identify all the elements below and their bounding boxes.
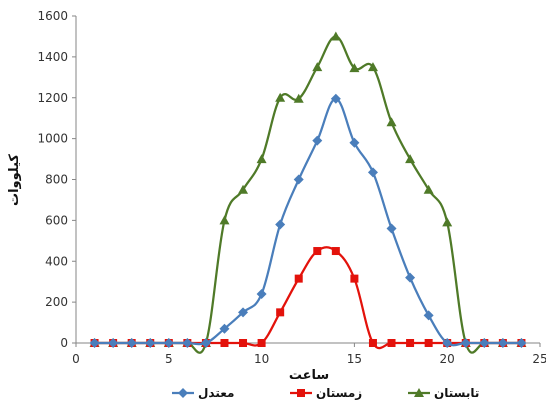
data-point (293, 174, 304, 185)
data-point (219, 215, 230, 225)
data-point (256, 154, 267, 164)
legend-item: معتدل (172, 386, 234, 400)
y-tick-label: 200 (45, 295, 68, 309)
data-point (497, 338, 508, 348)
data-point (275, 92, 286, 102)
data-point (405, 272, 416, 283)
data-point (423, 310, 434, 321)
series-3 (89, 93, 527, 348)
data-point (257, 339, 266, 347)
y-axis-ticks: 0 200 400 600 800 1000 1200 1400 1600 (37, 9, 76, 350)
legend-swatch-marker (297, 389, 305, 397)
series-group (89, 31, 527, 354)
y-tick-label: 1000 (37, 132, 68, 146)
data-point (349, 137, 360, 148)
data-point (276, 308, 285, 317)
series-2 (90, 246, 526, 350)
data-point (330, 93, 341, 104)
data-point (423, 184, 434, 194)
legend-item: تابستان (408, 386, 479, 400)
legend-swatch-marker (414, 388, 424, 397)
legend-item: زمستان (290, 386, 362, 400)
data-point (312, 62, 323, 72)
data-point (386, 223, 397, 234)
data-point (460, 338, 471, 348)
data-point (108, 338, 119, 348)
x-tick-label: 15 (347, 352, 362, 366)
x-axis-ticks: 0 5 10 15 20 25 (72, 343, 546, 366)
data-point (256, 288, 267, 299)
x-tick-label: 25 (532, 352, 546, 366)
data-point (331, 247, 340, 256)
legend-label: معتدل (198, 386, 234, 400)
data-point (479, 338, 490, 348)
data-point (516, 338, 527, 348)
data-point (442, 338, 453, 348)
x-tick-label: 10 (254, 352, 269, 366)
data-point (349, 63, 360, 73)
data-point (275, 219, 286, 230)
data-point (89, 338, 100, 348)
y-tick-label: 600 (45, 213, 68, 227)
data-point (406, 339, 415, 347)
data-point (294, 274, 303, 283)
data-point (163, 338, 174, 348)
data-point (442, 217, 453, 227)
data-point (405, 154, 416, 164)
data-point (368, 339, 377, 347)
x-tick-label: 0 (72, 352, 80, 366)
y-axis-title: کیلووات (7, 154, 22, 206)
x-axis-title: ساعت (289, 368, 329, 383)
data-point (386, 117, 397, 127)
legend: تابستان زمستان معتدل (172, 386, 479, 400)
data-point (200, 338, 211, 348)
data-point (219, 323, 230, 334)
data-point (126, 338, 137, 348)
data-point (238, 307, 249, 318)
y-tick-label: 1600 (37, 9, 68, 23)
data-point (313, 247, 322, 256)
y-tick-label: 1200 (37, 91, 68, 105)
data-point (312, 135, 323, 146)
legend-label: زمستان (316, 386, 362, 400)
y-tick-label: 0 (60, 336, 68, 350)
data-point (367, 62, 378, 72)
data-point (145, 338, 156, 348)
y-tick-label: 1400 (37, 50, 68, 64)
series-line (94, 97, 522, 347)
legend-label: تابستان (434, 386, 479, 400)
data-point (293, 93, 304, 103)
series-1 (89, 31, 527, 354)
legend-swatch-marker (178, 388, 188, 398)
data-point (330, 31, 341, 41)
data-point (220, 339, 229, 347)
data-point (238, 184, 249, 194)
y-tick-label: 400 (45, 254, 68, 268)
series-line (94, 35, 522, 354)
data-point (182, 338, 193, 348)
x-tick-label: 5 (165, 352, 173, 366)
y-tick-label: 800 (45, 173, 68, 187)
x-tick-label: 20 (440, 352, 455, 366)
data-point (387, 339, 396, 347)
data-point (350, 274, 359, 283)
data-point (239, 339, 248, 347)
data-point (424, 339, 433, 347)
axes (75, 16, 540, 344)
data-point (367, 167, 378, 178)
